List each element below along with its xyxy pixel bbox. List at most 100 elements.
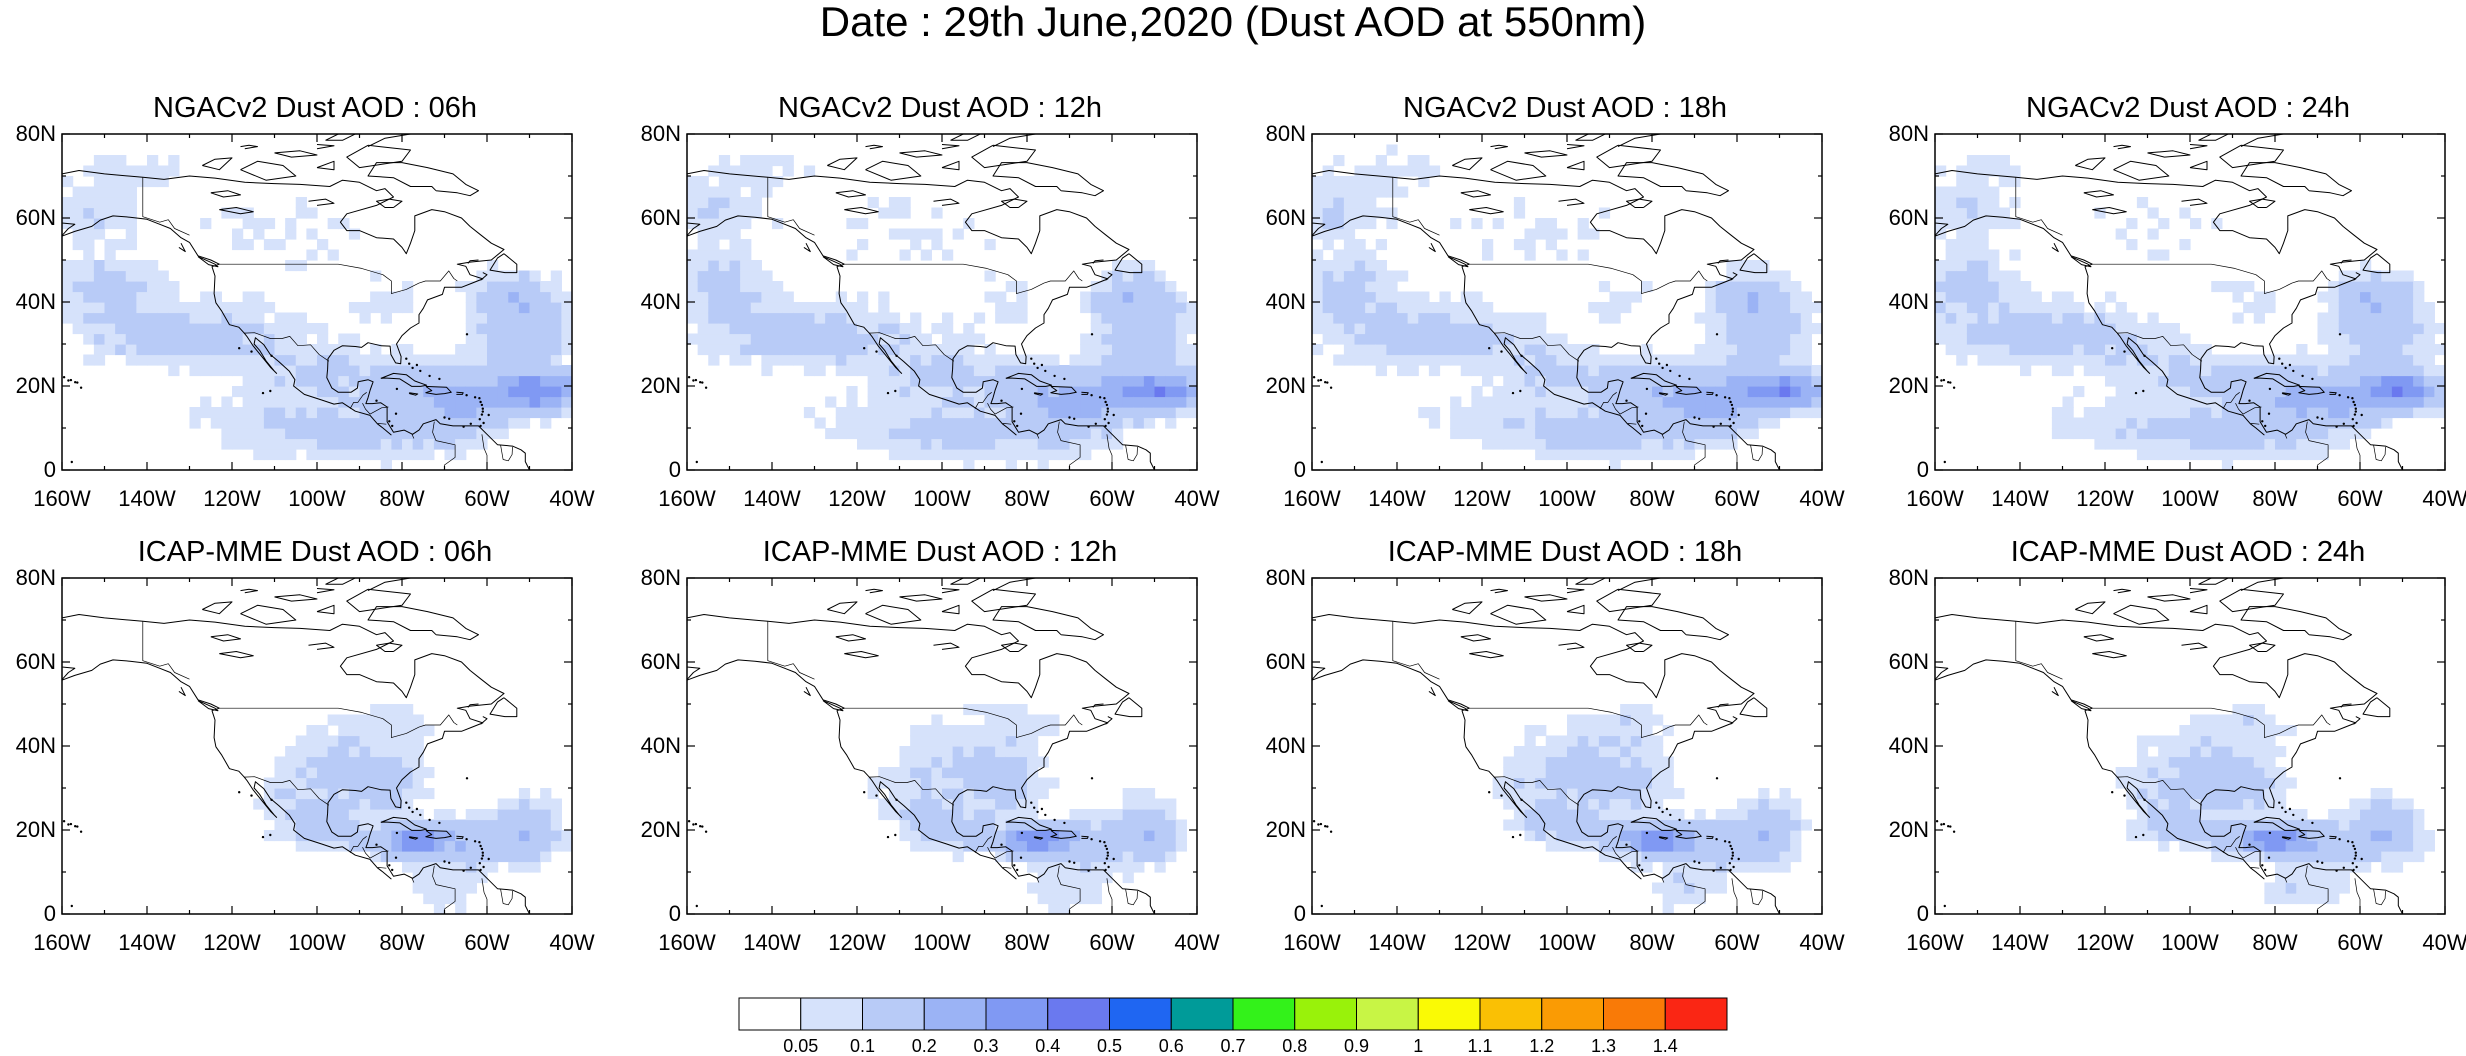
aod-cell [2073,386,2085,398]
aod-cell [1027,788,1039,800]
aod-cell [380,365,392,377]
aod-cell [2360,302,2372,314]
aod-cell [497,302,509,314]
aod-cell [2051,344,2064,356]
aod-cell [1641,819,1653,831]
aod-cell [2115,312,2127,324]
aod-cell [2370,365,2382,377]
aod-cell [306,725,318,737]
island-dot [481,854,484,857]
aod-cell [697,323,709,335]
aod-cell [1175,302,1187,314]
aod-cell [1588,809,1600,821]
aod-cell [2434,365,2445,377]
aod-cell [973,788,986,800]
aod-cell [2391,344,2404,356]
aod-cell [147,281,159,293]
aod-cell [1598,302,1611,314]
aod-cell [1577,228,1589,240]
aod-cell [878,365,890,377]
aod-cell [952,788,964,800]
border-line [1125,889,1138,906]
aod-cell [1037,375,1049,387]
aod-cell [1513,375,1526,387]
aod-cell [147,165,159,177]
aod-cell [1988,186,2000,198]
aod-cell [1683,893,1696,905]
aod-cell [1747,428,1759,440]
aod-cell [718,344,731,356]
island-dot [438,377,441,381]
island-dot [2342,422,2345,425]
aod-cell [1080,882,1092,894]
lon-tick-label: 160W [1283,486,1341,511]
aod-cell [1471,407,1483,419]
aod-cell [782,333,794,345]
aod-cell [1439,323,1451,335]
aod-cell [550,386,562,398]
aod-cell [1016,438,1028,450]
lon-tick-label: 160W [33,486,91,511]
aod-cell [380,438,392,450]
aod-cell [2413,302,2425,314]
aod-cell [1790,281,1802,293]
island-dot [1732,865,1735,869]
island-dot [1016,424,1019,428]
aod-cell [370,375,382,387]
border-line [869,776,955,806]
aod-cell [867,375,879,387]
aod-cell [1080,809,1092,821]
aod-cell [1016,407,1028,419]
island-dot [395,831,399,835]
aod-cell [1630,438,1642,450]
aod-cell [423,788,435,800]
aod-cell [910,725,922,737]
aod-cell [984,767,996,779]
aod-cell [465,851,477,863]
aod-cell [963,344,975,356]
aod-cell [1354,344,1366,356]
aod-cell [285,375,297,387]
island-outline [202,601,233,615]
aod-cell [487,851,499,863]
aod-cell [1609,407,1621,419]
border-line [2373,889,2386,906]
aod-cell [1609,302,1621,314]
aod-cell [487,344,499,356]
aod-cell [274,438,286,450]
aod-cell [984,704,996,716]
aod-cell [740,207,752,219]
aod-cell [2391,840,2404,852]
axis-ticks [1934,133,2446,471]
aod-cell [2200,777,2212,789]
aod-cell [529,302,541,314]
aod-cell [338,428,350,440]
aod-cell [1016,417,1028,429]
aod-cell [1005,767,1017,779]
aod-cell [274,386,286,398]
aod-cell [1027,861,1039,873]
aod-cell [306,207,318,219]
aod-cell [1779,396,1791,408]
aod-cell [1418,291,1430,303]
aod-cell [1016,725,1028,737]
island-dot [699,825,702,828]
aod-cell [952,344,964,356]
aod-cell [1577,386,1589,398]
aod-cell [708,197,720,209]
aod-cell [168,323,180,335]
island-dot [2268,831,2272,835]
aod-cell [274,344,286,356]
aod-cell [253,798,265,810]
aod-cell [1567,344,1579,356]
aod-cell [1768,365,1781,377]
aod-cell [2306,354,2319,366]
aod-cell [1175,312,1187,324]
island-dot [408,806,411,809]
aod-cell [508,365,520,377]
aod-cell [125,228,137,240]
aod-cell [125,197,137,209]
aod-cell [2381,861,2393,873]
island-outline [425,385,452,395]
aod-cell [1090,819,1102,831]
